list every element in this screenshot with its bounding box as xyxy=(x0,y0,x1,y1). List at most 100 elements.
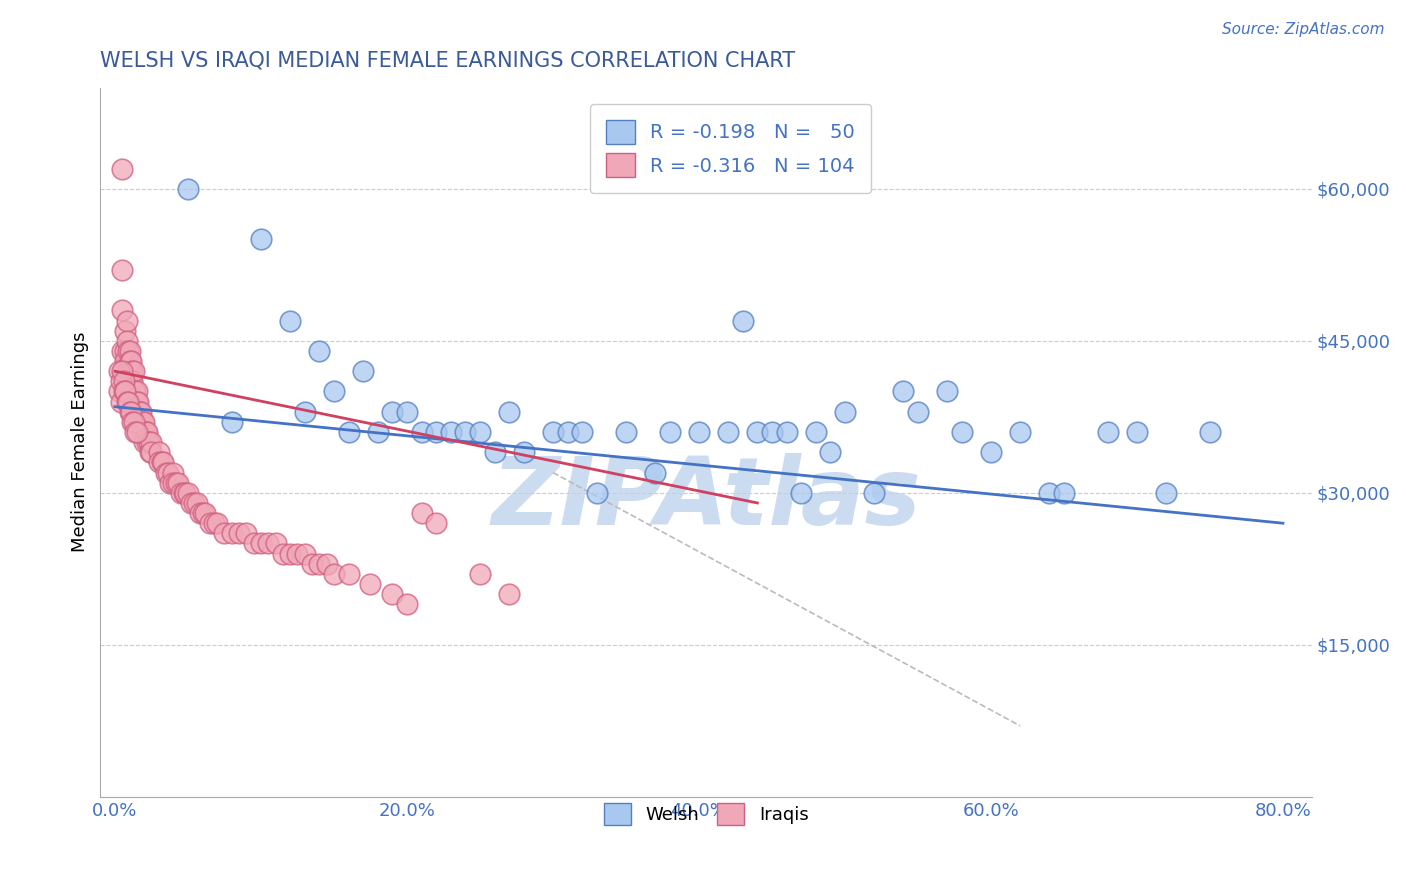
Point xyxy=(111,343,134,358)
Point xyxy=(152,455,174,469)
Point xyxy=(395,405,418,419)
Point xyxy=(294,405,316,419)
Point xyxy=(198,516,221,531)
Point xyxy=(174,485,197,500)
Point xyxy=(125,425,148,439)
Point xyxy=(188,506,211,520)
Point xyxy=(425,516,447,531)
Point xyxy=(118,405,141,419)
Point xyxy=(228,526,250,541)
Point xyxy=(120,354,142,368)
Point xyxy=(498,405,520,419)
Point xyxy=(250,232,273,246)
Point xyxy=(127,394,149,409)
Point xyxy=(173,485,195,500)
Point xyxy=(135,425,157,439)
Point xyxy=(121,415,143,429)
Point xyxy=(112,375,135,389)
Point xyxy=(585,485,607,500)
Point xyxy=(1038,485,1060,500)
Point xyxy=(658,425,681,439)
Point xyxy=(118,384,141,399)
Point xyxy=(790,485,813,500)
Point xyxy=(323,384,346,399)
Point xyxy=(440,425,463,439)
Point xyxy=(315,557,337,571)
Point xyxy=(359,577,381,591)
Point xyxy=(337,425,360,439)
Y-axis label: Median Female Earnings: Median Female Earnings xyxy=(72,332,89,552)
Point xyxy=(166,475,188,490)
Point xyxy=(214,526,236,541)
Point xyxy=(484,445,506,459)
Point xyxy=(110,394,132,409)
Point xyxy=(820,445,842,459)
Point xyxy=(117,343,139,358)
Point xyxy=(125,394,148,409)
Point xyxy=(891,384,914,399)
Point xyxy=(205,516,228,531)
Point xyxy=(162,466,184,480)
Point xyxy=(108,384,131,399)
Point xyxy=(129,405,152,419)
Point xyxy=(134,425,156,439)
Point xyxy=(115,334,138,348)
Point xyxy=(131,415,153,429)
Point xyxy=(352,364,374,378)
Point xyxy=(950,425,973,439)
Point xyxy=(112,384,135,399)
Point xyxy=(110,375,132,389)
Point xyxy=(323,566,346,581)
Point xyxy=(122,364,145,378)
Point xyxy=(541,425,564,439)
Point xyxy=(115,394,138,409)
Point xyxy=(468,425,491,439)
Point xyxy=(242,536,264,550)
Point xyxy=(688,425,710,439)
Point xyxy=(271,547,294,561)
Point xyxy=(557,425,579,439)
Point xyxy=(264,536,287,550)
Point xyxy=(717,425,740,439)
Point xyxy=(127,405,149,419)
Point xyxy=(148,455,170,469)
Point xyxy=(117,394,139,409)
Point xyxy=(936,384,959,399)
Point xyxy=(301,557,323,571)
Text: WELSH VS IRAQI MEDIAN FEMALE EARNINGS CORRELATION CHART: WELSH VS IRAQI MEDIAN FEMALE EARNINGS CO… xyxy=(100,51,796,70)
Point xyxy=(308,343,330,358)
Point xyxy=(381,405,404,419)
Point xyxy=(120,375,142,389)
Point xyxy=(159,475,181,490)
Point xyxy=(114,324,136,338)
Point xyxy=(134,435,156,450)
Point xyxy=(121,364,143,378)
Point xyxy=(134,415,156,429)
Point xyxy=(747,425,769,439)
Point xyxy=(571,425,593,439)
Point xyxy=(278,547,301,561)
Point xyxy=(128,415,150,429)
Point xyxy=(614,425,637,439)
Point xyxy=(411,425,433,439)
Point xyxy=(117,364,139,378)
Point xyxy=(278,313,301,327)
Point xyxy=(111,161,134,176)
Point xyxy=(141,445,163,459)
Point xyxy=(202,516,225,531)
Point xyxy=(761,425,783,439)
Point xyxy=(498,587,520,601)
Text: ZIPAtlas: ZIPAtlas xyxy=(491,453,921,545)
Point xyxy=(111,303,134,318)
Point xyxy=(186,496,208,510)
Point xyxy=(731,313,754,327)
Point xyxy=(156,466,179,480)
Point xyxy=(136,435,159,450)
Point xyxy=(155,466,177,480)
Point xyxy=(125,384,148,399)
Point xyxy=(150,455,173,469)
Point xyxy=(863,485,886,500)
Point xyxy=(114,343,136,358)
Point xyxy=(1126,425,1149,439)
Point xyxy=(138,435,160,450)
